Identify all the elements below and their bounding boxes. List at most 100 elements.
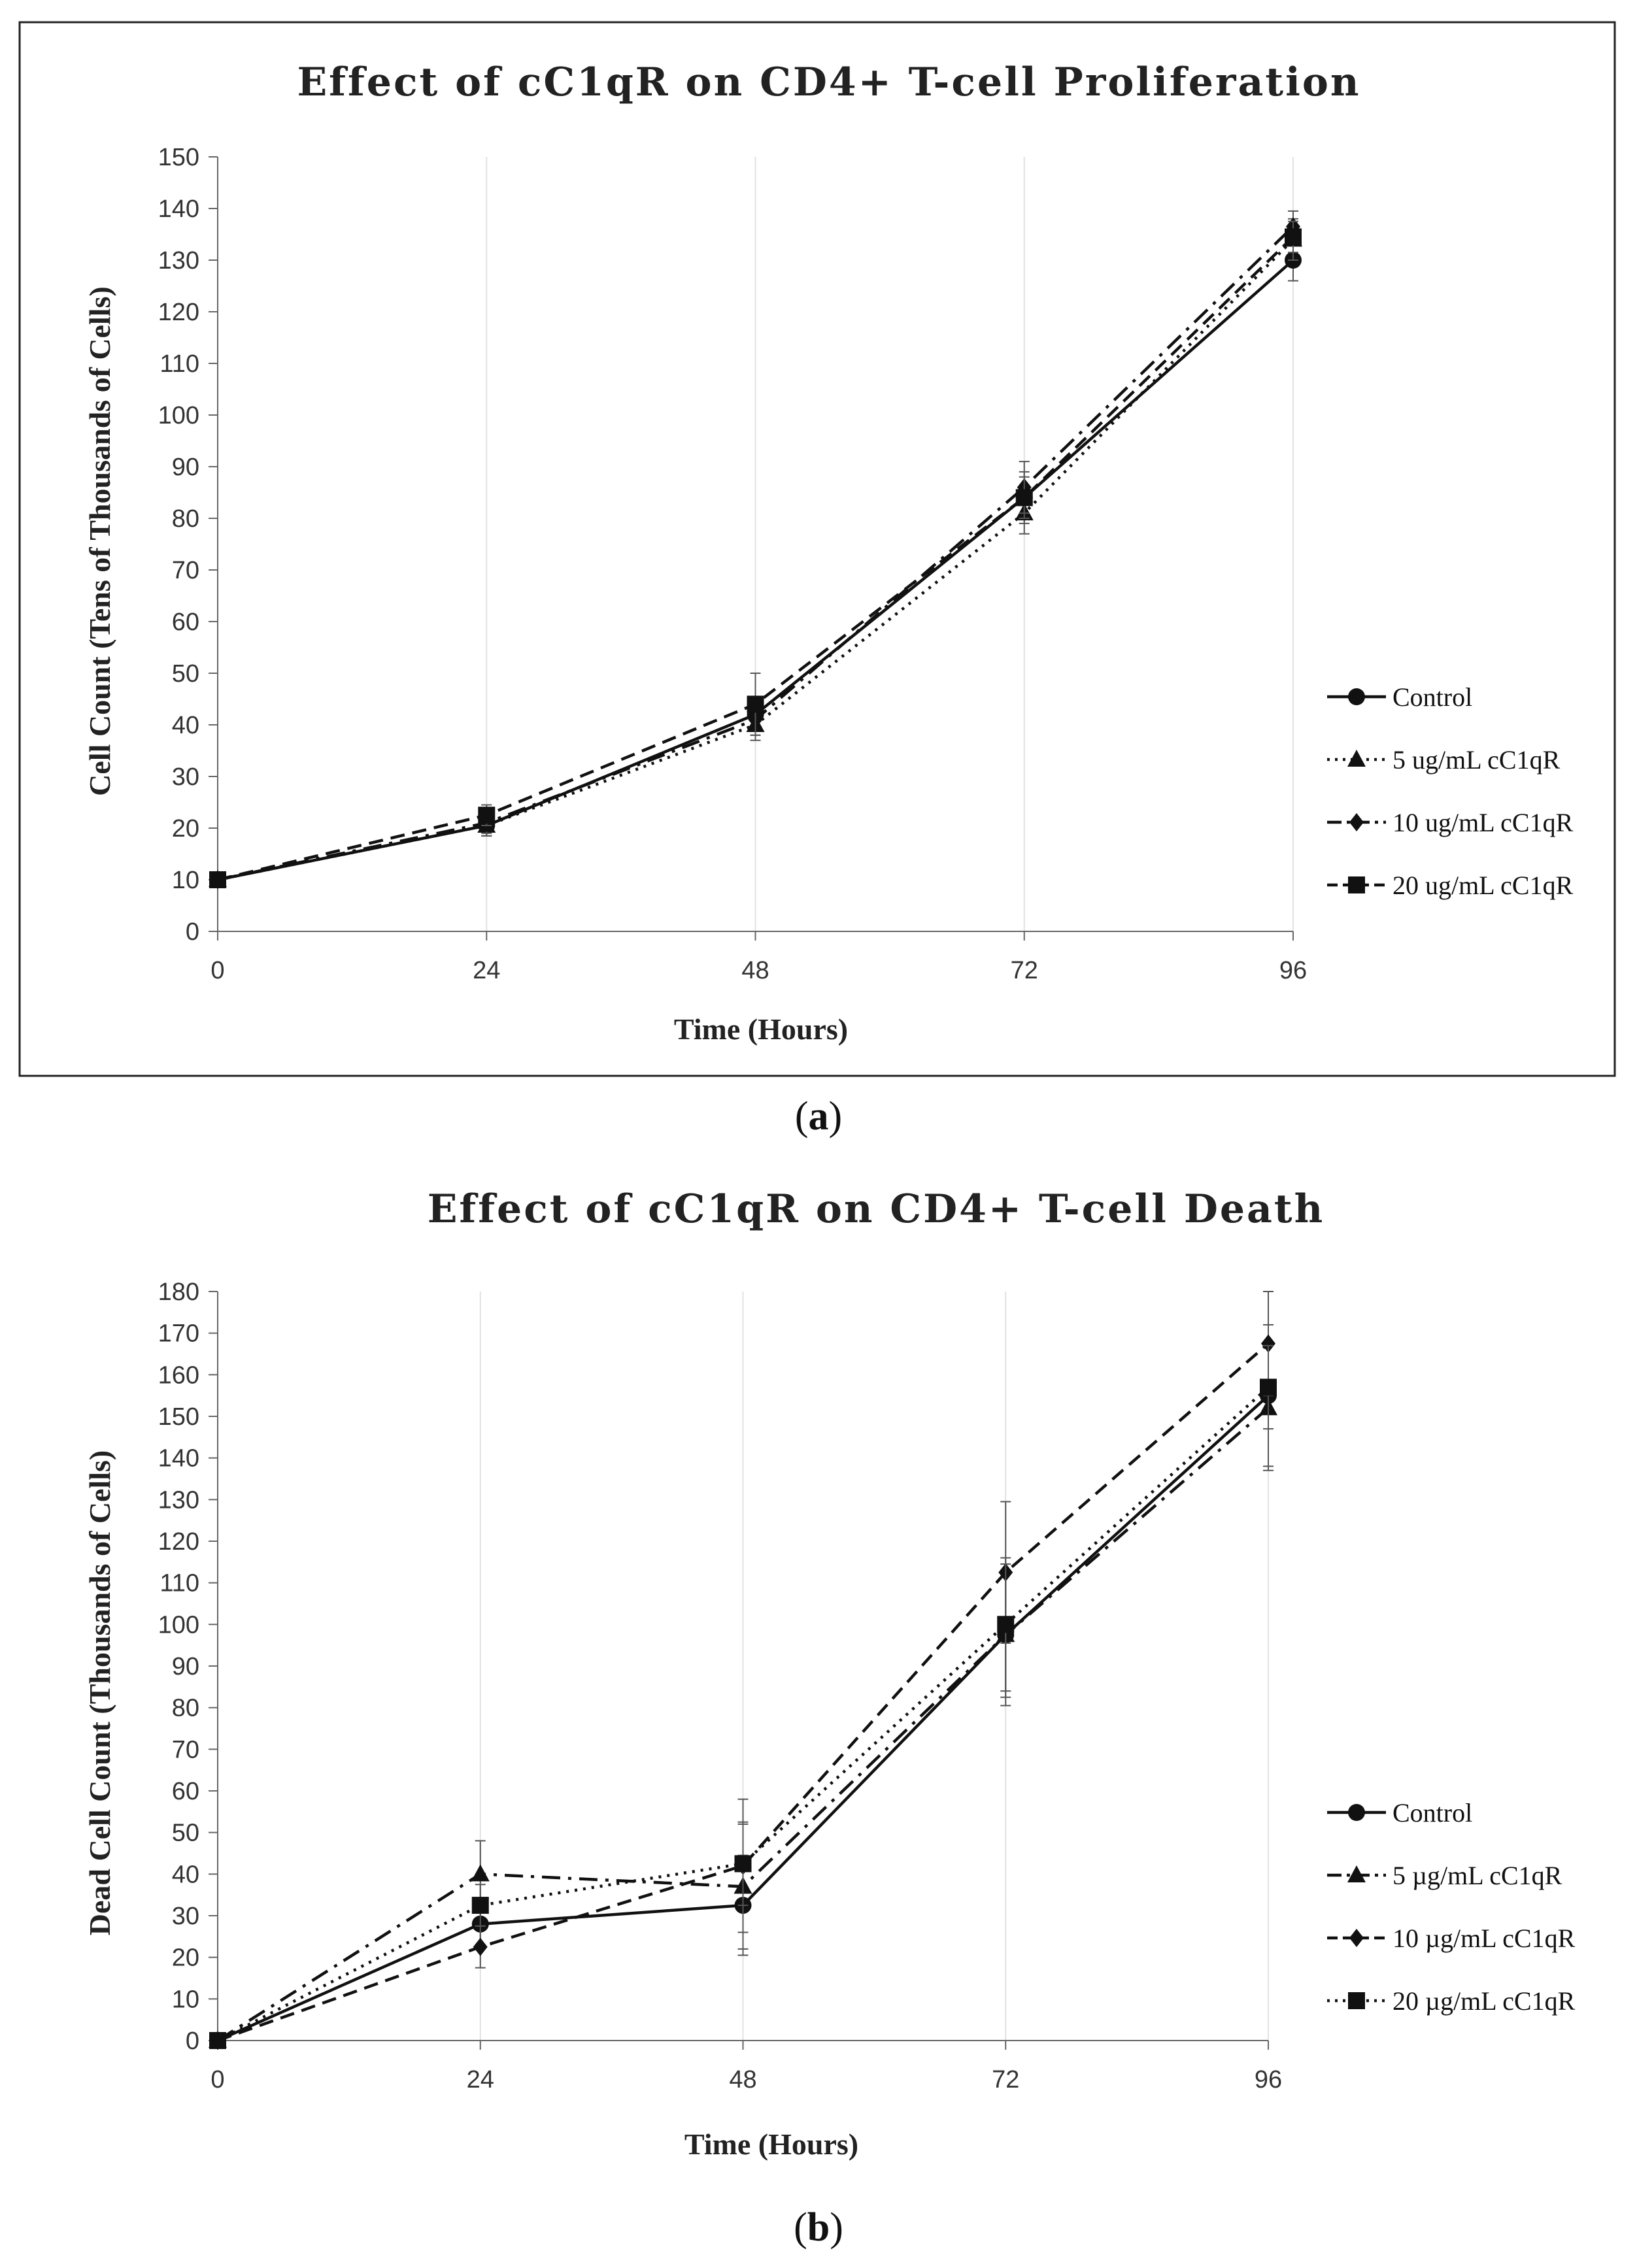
chart-a-x-tick-label: 96 — [1279, 957, 1307, 984]
chart-b-point — [1260, 1378, 1277, 1396]
chart-b-legend-item: 5 µg/mL cC1qR — [1327, 1861, 1562, 1890]
chart-b-x-tick-label: 48 — [729, 2066, 756, 2093]
chart-b-legend-marker — [1347, 1865, 1366, 1882]
chart-b-x-axis-label: Time (Hours) — [684, 2127, 858, 2161]
chart-b-legend-item: 10 µg/mL cC1qR — [1327, 1924, 1576, 1953]
chart-b-legend-label: 5 µg/mL cC1qR — [1392, 1861, 1562, 1890]
chart-a-title: Effect of cC1qR on CD4+ T-cell Prolifera… — [297, 59, 1360, 105]
chart-b-point — [734, 1855, 752, 1873]
chart-a-point — [478, 807, 496, 824]
chart-b-legend-marker — [1348, 1992, 1365, 2009]
chart-a-point — [747, 695, 764, 713]
chart-b-y-tick-label: 180 — [158, 1278, 199, 1306]
chart-b-x-tick-label: 24 — [467, 2066, 494, 2093]
chart-a-point — [209, 871, 226, 888]
chart-b-legend-item: Control — [1327, 1798, 1472, 1827]
chart-panel-b: Effect of cC1qR on CD4+ T-cell Death 0 10… — [83, 1186, 1576, 2161]
chart-a-y-tick-label: 0 — [186, 918, 199, 946]
chart-a-gridlines — [486, 157, 1294, 931]
chart-a-y-tick-label: 100 — [158, 402, 199, 429]
chart-a-y-tick-label: 70 — [172, 557, 199, 584]
chart-a-x-tick-label: 48 — [741, 957, 769, 984]
chart-a-axes: 0 10 20 30 40 50 60 70 80 90 100 110 120 130 140 150 0 24… — [158, 144, 1308, 984]
chart-panel-a: Effect of cC1qR on CD4+ T-cell Prolifera… — [18, 21, 1616, 1077]
chart-b-y-tick-label: 130 — [158, 1486, 199, 1514]
panel-label-b: (b) — [794, 2205, 843, 2250]
chart-b-point — [473, 1937, 488, 1956]
chart-b-legend: Control 5 µg/mL cC1qR 10 µg/mL cC1qR 20 µg/… — [1327, 1798, 1576, 2016]
chart-a-legend-item: 5 ug/mL cC1qR — [1327, 745, 1561, 775]
chart-a-frame — [18, 21, 1616, 1077]
chart-a-y-tick-label: 90 — [172, 454, 199, 481]
chart-a-y-tick-label: 140 — [158, 195, 199, 223]
chart-b-x-tick-label: 96 — [1255, 2066, 1282, 2093]
chart-b-y-tick-label: 20 — [172, 1944, 199, 1972]
chart-b-y-tick-label: 60 — [172, 1778, 199, 1805]
chart-a-x-tick-label: 0 — [211, 957, 224, 984]
chart-b-series-3 — [209, 1344, 1277, 2049]
chart-b-y-tick-label: 30 — [172, 1903, 199, 1930]
chart-a-y-tick-label: 80 — [172, 505, 199, 533]
chart-a-legend-label: 10 ug/mL cC1qR — [1392, 808, 1574, 837]
chart-a-legend-marker — [1348, 876, 1365, 893]
chart-b-point — [1261, 1334, 1275, 1353]
chart-a-y-tick-label: 20 — [172, 815, 199, 842]
chart-b-point — [209, 2032, 226, 2049]
chart-b-axes: 0 10 20 30 40 50 60 70 80 90 100 110 120 130 140 150 160… — [158, 1278, 1283, 2093]
chart-b-legend-label: 20 µg/mL cC1qR — [1392, 1986, 1576, 2016]
chart-a-y-tick-label: 110 — [160, 350, 199, 378]
panel-label-a-letter: a — [809, 1094, 829, 1139]
chart-b-y-tick-label: 0 — [186, 2027, 199, 2055]
chart-b-y-tick-label: 170 — [158, 1320, 199, 1348]
chart-a-y-axis-label: Cell Count (Tens of Thousands of Cells) — [83, 286, 116, 796]
chart-a-legend-item: Control — [1327, 682, 1472, 712]
chart-b-y-tick-label: 120 — [158, 1528, 199, 1556]
chart-b-y-tick-label: 90 — [172, 1653, 199, 1680]
chart-b-y-tick-label: 10 — [172, 1986, 199, 2013]
chart-a-legend-label: Control — [1392, 682, 1472, 712]
chart-b-legend-marker — [1348, 1804, 1365, 1821]
chart-a-y-tick-label: 30 — [172, 763, 199, 791]
chart-a-y-tick-label: 40 — [172, 712, 199, 739]
chart-b-y-tick-label: 140 — [158, 1445, 199, 1473]
chart-b-x-tick-label: 72 — [992, 2066, 1019, 2093]
panel-label-a: (a) — [795, 1094, 842, 1139]
chart-a-point — [1285, 228, 1302, 246]
chart-b-y-tick-label: 70 — [172, 1736, 199, 1763]
chart-b-point — [997, 1616, 1015, 1633]
chart-a-legend-marker — [1348, 688, 1365, 705]
chart-b-series-line — [217, 1342, 1270, 2043]
chart-a-y-tick-label: 120 — [158, 299, 199, 326]
chart-a-y-tick-label: 50 — [172, 660, 199, 688]
chart-a-series-3 — [209, 220, 1302, 888]
chart-b-y-tick-label: 40 — [172, 1861, 199, 1888]
chart-b-y-axis-label: Dead Cell Count (Thousands of Cells) — [83, 1450, 116, 1936]
chart-b-legend-label: 10 µg/mL cC1qR — [1392, 1924, 1576, 1953]
chart-b-y-tick-label: 80 — [172, 1695, 199, 1722]
chart-a-point — [1015, 489, 1033, 507]
chart-a-legend-item: 10 ug/mL cC1qR — [1327, 808, 1574, 837]
chart-b-title: Effect of cC1qR on CD4+ T-cell Death — [428, 1186, 1325, 1232]
chart-a-y-tick-label: 150 — [158, 144, 199, 171]
chart-b-y-tick-label: 150 — [158, 1403, 199, 1431]
chart-b-gridlines — [479, 1292, 1269, 2041]
chart-b-series — [209, 1291, 1277, 2050]
chart-a-x-tick-label: 72 — [1011, 957, 1038, 984]
chart-b-legend-marker — [1349, 1929, 1364, 1947]
chart-a-legend-label: 20 ug/mL cC1qR — [1392, 871, 1574, 900]
chart-b-y-tick-label: 110 — [160, 1570, 199, 1597]
chart-b-y-tick-label: 100 — [158, 1611, 199, 1639]
chart-b-legend-item: 20 µg/mL cC1qR — [1327, 1986, 1576, 2016]
chart-a-x-tick-label: 24 — [473, 957, 500, 984]
chart-b-y-tick-label: 160 — [158, 1361, 199, 1389]
chart-a-legend-marker — [1349, 813, 1364, 831]
chart-b-point — [471, 1864, 490, 1882]
panel-label-b-letter: b — [807, 2205, 830, 2250]
chart-a-y-tick-label: 130 — [158, 247, 199, 275]
chart-a-legend: Control 5 ug/mL cC1qR 10 ug/mL cC1qR 20 ug/… — [1327, 682, 1574, 900]
chart-b-y-tick-label: 50 — [172, 1820, 199, 1847]
chart-a-legend-item: 20 ug/mL cC1qR — [1327, 871, 1574, 900]
chart-a-legend-label: 5 ug/mL cC1qR — [1392, 745, 1561, 775]
chart-a-y-tick-label: 60 — [172, 609, 199, 636]
